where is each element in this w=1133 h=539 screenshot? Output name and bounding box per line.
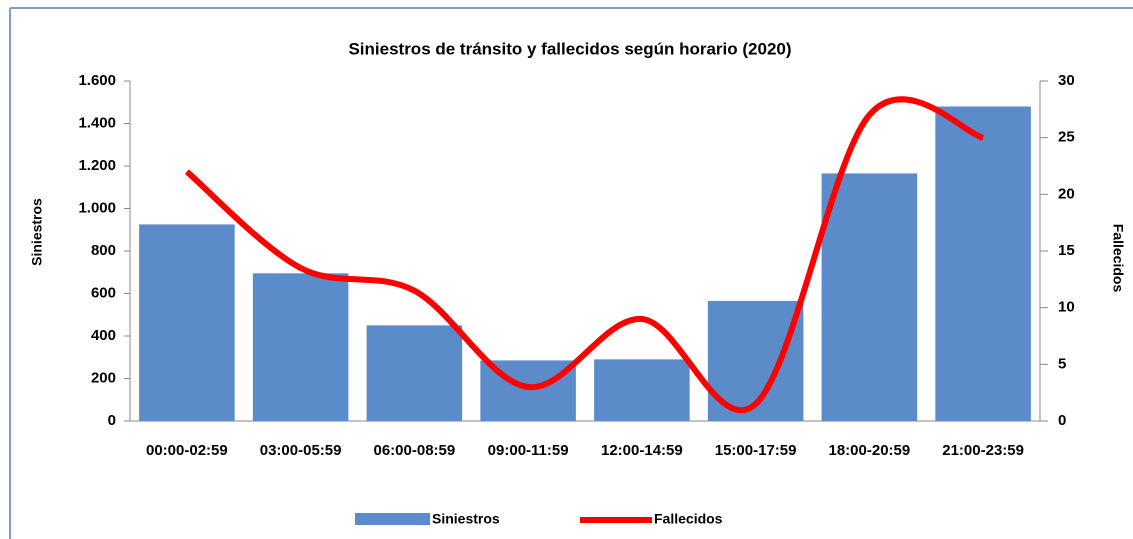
bar <box>366 325 463 421</box>
y2-tick-label: 30 <box>1058 72 1075 89</box>
y-tick-label: 800 <box>91 242 116 259</box>
y-tick-label: 0 <box>108 412 116 429</box>
bar <box>935 106 1031 421</box>
x-tick-label: 15:00-17:59 <box>715 442 797 459</box>
y-tick-label: 1.400 <box>78 114 116 131</box>
y2-tick-label: 15 <box>1058 242 1075 259</box>
bar <box>139 224 235 421</box>
x-tick-label: 18:00-20:59 <box>829 442 911 459</box>
bar <box>252 273 349 421</box>
x-tick-label: 12:00-14:59 <box>601 442 683 459</box>
legend-label: Fallecidos <box>654 511 723 527</box>
x-tick-label: 03:00-05:59 <box>260 442 342 459</box>
y-tick-label: 600 <box>91 284 116 301</box>
legend-label: Siniestros <box>432 511 500 527</box>
line <box>184 96 985 414</box>
y2-tick-label: 5 <box>1058 355 1066 372</box>
y2-tick-label: 0 <box>1058 412 1066 429</box>
y2-tick-label: 10 <box>1058 299 1075 316</box>
bar <box>594 359 690 421</box>
y-tick-label: 1.200 <box>78 157 116 174</box>
x-tick-label: 06:00-08:59 <box>374 442 456 459</box>
bar <box>821 173 918 421</box>
y2-tick-label: 25 <box>1058 129 1075 146</box>
y-tick-label: 400 <box>91 327 116 344</box>
y2-tick-label: 20 <box>1058 185 1075 202</box>
y-tick-label: 1.000 <box>78 199 116 216</box>
y2-axis-label: Fallecidos <box>1110 224 1126 293</box>
x-tick-label: 09:00-11:59 <box>488 442 569 459</box>
x-tick-label: 21:00-23:59 <box>942 442 1024 459</box>
y-axis-label: Siniestros <box>29 198 45 266</box>
chart-title: Siniestros de tránsito y fallecidos segú… <box>348 39 791 58</box>
legend-swatch <box>355 513 430 525</box>
y-tick-label: 1.600 <box>78 72 116 89</box>
y-tick-label: 200 <box>91 369 116 386</box>
x-tick-label: 00:00-02:59 <box>146 442 228 459</box>
